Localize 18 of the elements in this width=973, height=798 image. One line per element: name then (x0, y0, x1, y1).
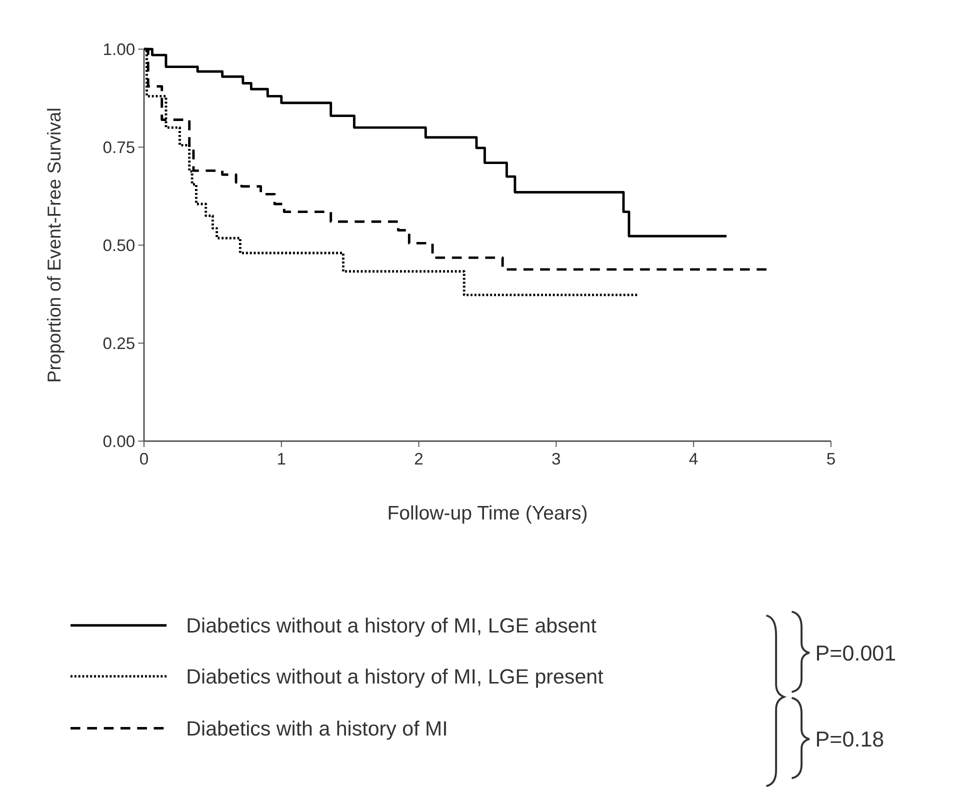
y-tick-label: 1.00 (102, 40, 136, 59)
text: P=0.001 (815, 640, 896, 666)
y-axis-title: Proportion of Event-Free Survival (44, 108, 65, 383)
legend-label: Diabetics without a history of MI, LGE absent (186, 614, 597, 638)
y-tick-label: 0.75 (102, 138, 136, 157)
x-tick-label: 4 (688, 450, 698, 469)
x-tick-label: 2 (414, 450, 424, 469)
x-tick-label: 3 (552, 450, 561, 469)
legend-label: Diabetics with a history of MI (186, 717, 448, 740)
x-axis-title: Follow-up Time (Years) (387, 502, 588, 525)
y-tick-label: 0.50 (102, 236, 136, 255)
text: P=0.18 (815, 726, 884, 752)
y-tick-label: 0.00 (102, 432, 136, 451)
x-tick-label: 5 (826, 450, 836, 469)
y-tick-label: 0.25 (102, 334, 136, 353)
x-tick-label: 0 (139, 450, 149, 469)
x-tick-label: 1 (276, 450, 286, 469)
legend-label: Diabetics without a history of MI, LGE present (186, 666, 604, 689)
